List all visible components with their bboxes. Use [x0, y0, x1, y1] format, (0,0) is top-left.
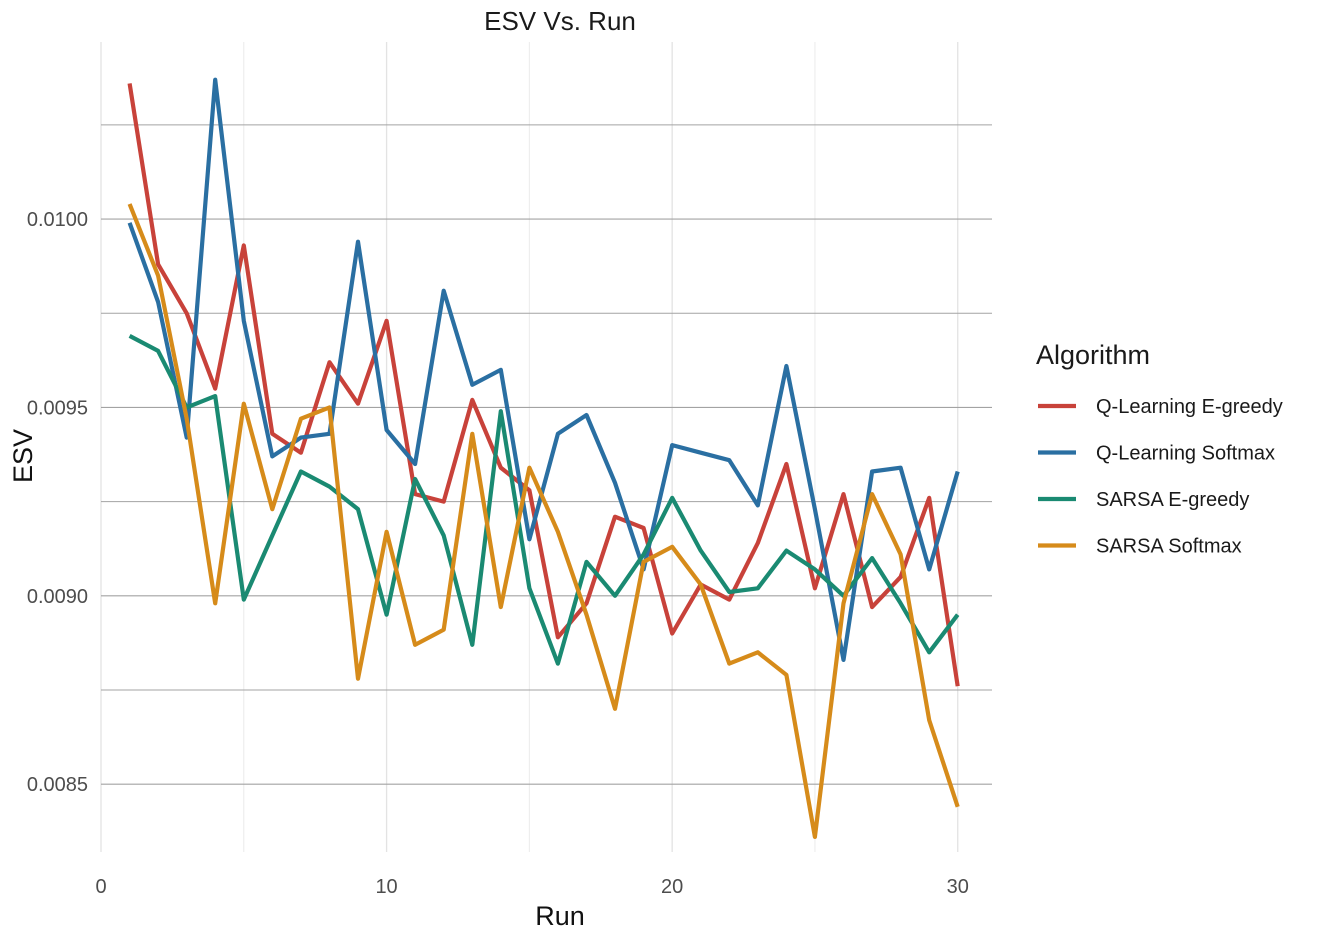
legend-items: Q-Learning E-greedy Q-Learning Softmax SAR… [1038, 396, 1283, 558]
y-tick-label: 0.0095 [27, 397, 88, 419]
series-line-q-learning-softmax [127, 77, 960, 663]
x-tick-labels: 0 10 20 30 [95, 876, 968, 898]
y-tick-label: 0.0100 [27, 209, 88, 231]
x-tick-label: 20 [661, 876, 683, 898]
chart-title: ESV Vs. Run [484, 6, 636, 36]
series-lines [127, 77, 960, 840]
x-tick-label: 0 [95, 876, 106, 898]
legend-label-q-learning-softmax: Q-Learning Softmax [1096, 443, 1275, 465]
x-axis-title: Run [535, 901, 585, 931]
y-tick-labels: 0.0085 0.0090 0.0095 0.0100 [27, 209, 88, 796]
x-tick-label: 30 [947, 876, 969, 898]
legend-label-q-learning-e-greedy: Q-Learning E-greedy [1096, 396, 1283, 418]
legend-label-sarsa-softmax: SARSA Softmax [1096, 536, 1242, 558]
grid [100, 42, 992, 852]
x-tick-label: 10 [375, 876, 397, 898]
y-tick-label: 0.0090 [27, 586, 88, 608]
legend: Algorithm Q-Learning E-greedyQ-Learning … [1036, 340, 1283, 558]
y-axis-title: ESV [8, 429, 38, 483]
series-line-sarsa-softmax [127, 203, 960, 840]
y-tick-label: 0.0085 [27, 774, 88, 796]
series-line-sarsa-e-greedy [128, 334, 960, 666]
legend-label-sarsa-e-greedy: SARSA E-greedy [1096, 489, 1249, 511]
legend-title: Algorithm [1036, 340, 1150, 370]
